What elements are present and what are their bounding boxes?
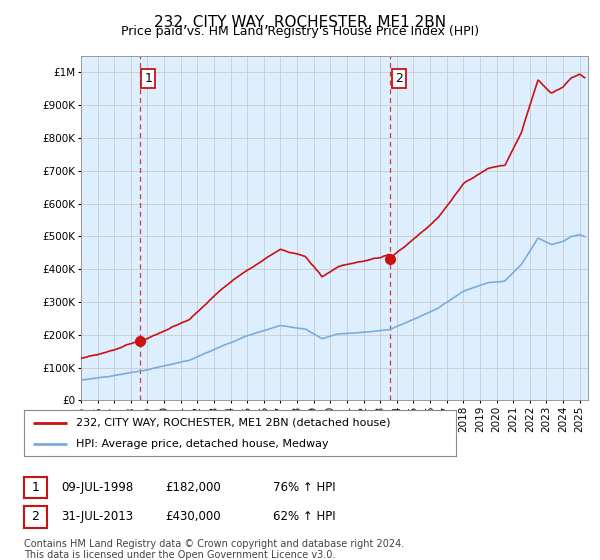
Text: 1: 1 bbox=[31, 481, 40, 494]
Text: HPI: Average price, detached house, Medway: HPI: Average price, detached house, Medw… bbox=[76, 439, 328, 449]
Text: 62% ↑ HPI: 62% ↑ HPI bbox=[273, 510, 335, 523]
Text: 09-JUL-1998: 09-JUL-1998 bbox=[61, 480, 133, 494]
Text: £430,000: £430,000 bbox=[165, 510, 221, 523]
Text: 1: 1 bbox=[145, 72, 152, 85]
Text: £182,000: £182,000 bbox=[165, 480, 221, 494]
Text: Contains HM Land Registry data © Crown copyright and database right 2024.
This d: Contains HM Land Registry data © Crown c… bbox=[24, 539, 404, 560]
Text: 232, CITY WAY, ROCHESTER, ME1 2BN (detached house): 232, CITY WAY, ROCHESTER, ME1 2BN (detac… bbox=[76, 418, 391, 428]
Text: 2: 2 bbox=[31, 510, 40, 524]
Text: 2: 2 bbox=[395, 72, 403, 85]
Text: 76% ↑ HPI: 76% ↑ HPI bbox=[273, 480, 335, 494]
Text: 31-JUL-2013: 31-JUL-2013 bbox=[61, 510, 133, 523]
Text: Price paid vs. HM Land Registry's House Price Index (HPI): Price paid vs. HM Land Registry's House … bbox=[121, 25, 479, 38]
Text: 232, CITY WAY, ROCHESTER, ME1 2BN: 232, CITY WAY, ROCHESTER, ME1 2BN bbox=[154, 15, 446, 30]
